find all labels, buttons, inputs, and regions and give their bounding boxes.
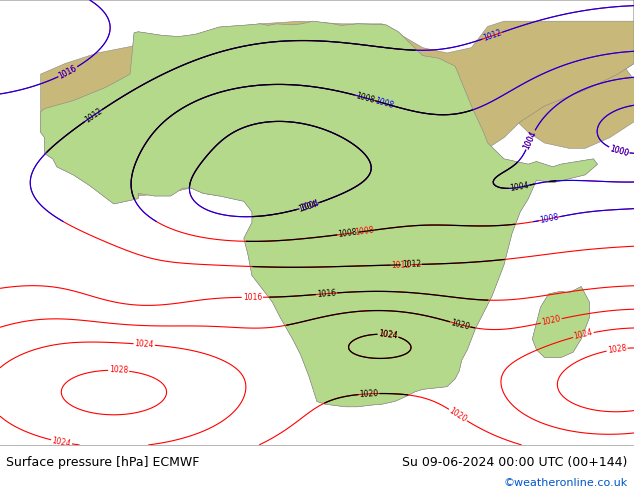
Text: 1016: 1016 — [57, 64, 79, 80]
Text: 1008: 1008 — [354, 225, 375, 237]
Text: 1000: 1000 — [609, 144, 630, 158]
Text: 1024: 1024 — [378, 329, 398, 341]
Text: 1020: 1020 — [359, 389, 378, 399]
Text: 1028: 1028 — [607, 343, 627, 355]
Text: 1020: 1020 — [541, 315, 562, 327]
Text: 1004: 1004 — [509, 181, 530, 193]
Text: 1020: 1020 — [450, 318, 470, 331]
Text: 1004: 1004 — [522, 129, 538, 150]
Polygon shape — [41, 21, 597, 407]
Text: 1012: 1012 — [482, 28, 503, 43]
Text: 1016: 1016 — [243, 293, 262, 302]
Text: 1020: 1020 — [448, 406, 469, 424]
Text: 1004: 1004 — [299, 198, 320, 213]
Text: 1004: 1004 — [522, 129, 538, 150]
Text: ©weatheronline.co.uk: ©weatheronline.co.uk — [503, 478, 628, 488]
Text: 1012: 1012 — [83, 106, 104, 125]
Text: Su 09-06-2024 00:00 UTC (00+144): Su 09-06-2024 00:00 UTC (00+144) — [403, 456, 628, 468]
Text: 1028: 1028 — [109, 366, 129, 375]
Text: 1008: 1008 — [539, 213, 559, 225]
Text: 1016: 1016 — [316, 289, 337, 299]
Text: 1012: 1012 — [402, 260, 421, 270]
Text: 1008: 1008 — [338, 228, 358, 239]
Text: 1004: 1004 — [297, 199, 318, 214]
Text: 1024: 1024 — [134, 339, 154, 350]
Text: 1008: 1008 — [354, 91, 375, 105]
Polygon shape — [41, 21, 597, 407]
Text: 1024: 1024 — [573, 328, 594, 342]
Text: 1000: 1000 — [609, 144, 630, 158]
Polygon shape — [0, 0, 634, 196]
Polygon shape — [533, 287, 589, 358]
Polygon shape — [533, 287, 589, 358]
Text: Surface pressure [hPa] ECMWF: Surface pressure [hPa] ECMWF — [6, 456, 200, 468]
Text: 1024: 1024 — [378, 329, 398, 341]
Text: 1004: 1004 — [299, 198, 320, 213]
Text: 1012: 1012 — [391, 260, 410, 270]
Text: 1008: 1008 — [373, 96, 394, 110]
Text: 1016: 1016 — [57, 64, 79, 80]
Text: 1024: 1024 — [51, 436, 72, 448]
Polygon shape — [439, 48, 634, 148]
